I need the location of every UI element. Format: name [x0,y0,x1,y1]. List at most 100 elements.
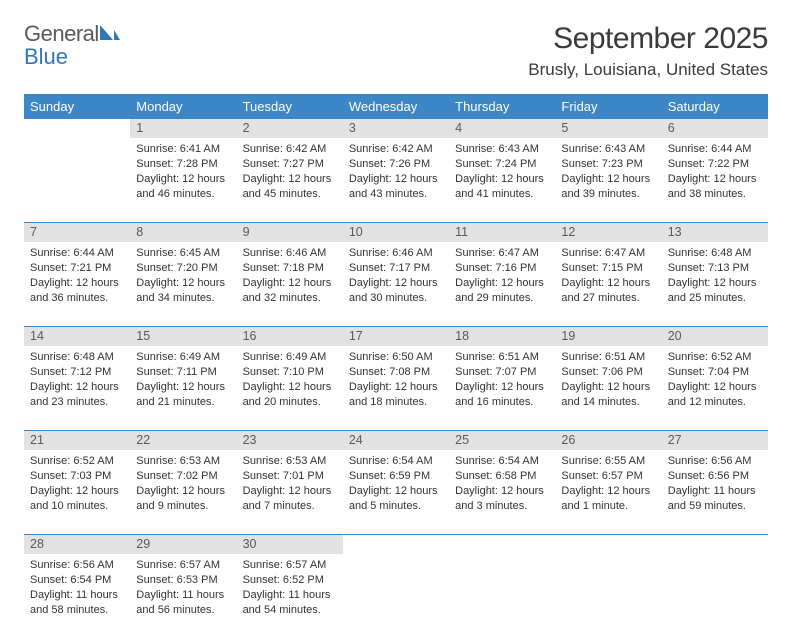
daynum-cell: 2 [237,119,343,138]
day-cell: Sunrise: 6:56 AMSunset: 6:56 PMDaylight:… [662,450,768,534]
daylight-line: Daylight: 12 hours and 30 minutes. [349,276,443,306]
sunrise-line: Sunrise: 6:42 AM [243,142,337,157]
sunset-line: Sunset: 7:18 PM [243,261,337,276]
day-cell [24,138,130,222]
daynum-row: 123456 [24,119,768,138]
sunset-line: Sunset: 6:58 PM [455,469,549,484]
daylight-line: Daylight: 11 hours and 58 minutes. [30,588,124,618]
calendar: Sunday Monday Tuesday Wednesday Thursday… [24,94,768,638]
sunrise-line: Sunrise: 6:46 AM [349,246,443,261]
day-cell: Sunrise: 6:43 AMSunset: 7:24 PMDaylight:… [449,138,555,222]
day-cell: Sunrise: 6:54 AMSunset: 6:58 PMDaylight:… [449,450,555,534]
day-cell: Sunrise: 6:53 AMSunset: 7:02 PMDaylight:… [130,450,236,534]
daylight-line: Daylight: 12 hours and 1 minute. [561,484,655,514]
daynum-cell [343,535,449,554]
daynum-cell [662,535,768,554]
daynum-cell [449,535,555,554]
sunrise-line: Sunrise: 6:57 AM [243,558,337,573]
week-row: Sunrise: 6:56 AMSunset: 6:54 PMDaylight:… [24,554,768,638]
day-cell: Sunrise: 6:46 AMSunset: 7:17 PMDaylight:… [343,242,449,326]
day-cell: Sunrise: 6:45 AMSunset: 7:20 PMDaylight:… [130,242,236,326]
daylight-line: Daylight: 12 hours and 38 minutes. [668,172,762,202]
sunrise-line: Sunrise: 6:53 AM [243,454,337,469]
sunset-line: Sunset: 7:17 PM [349,261,443,276]
daylight-line: Daylight: 12 hours and 5 minutes. [349,484,443,514]
sunset-line: Sunset: 7:24 PM [455,157,549,172]
daynum-cell: 24 [343,431,449,450]
daylight-line: Daylight: 12 hours and 23 minutes. [30,380,124,410]
sunrise-line: Sunrise: 6:48 AM [30,350,124,365]
weekday-wednesday: Wednesday [343,94,449,119]
daynum-cell: 1 [130,119,236,138]
daynum-cell: 15 [130,327,236,346]
sunrise-line: Sunrise: 6:53 AM [136,454,230,469]
daynum-cell: 12 [555,223,661,242]
daynum-cell [24,119,130,138]
sunrise-line: Sunrise: 6:49 AM [243,350,337,365]
sunrise-line: Sunrise: 6:46 AM [243,246,337,261]
location: Brusly, Louisiana, United States [528,60,768,80]
sunrise-line: Sunrise: 6:41 AM [136,142,230,157]
weeks-container: 123456Sunrise: 6:41 AMSunset: 7:28 PMDay… [24,119,768,638]
sunrise-line: Sunrise: 6:51 AM [455,350,549,365]
daynum-cell: 13 [662,223,768,242]
daylight-line: Daylight: 12 hours and 29 minutes. [455,276,549,306]
daylight-line: Daylight: 11 hours and 59 minutes. [668,484,762,514]
daynum-cell: 10 [343,223,449,242]
daylight-line: Daylight: 12 hours and 20 minutes. [243,380,337,410]
day-cell: Sunrise: 6:47 AMSunset: 7:15 PMDaylight:… [555,242,661,326]
sunset-line: Sunset: 7:23 PM [561,157,655,172]
sunrise-line: Sunrise: 6:44 AM [668,142,762,157]
daynum-cell: 19 [555,327,661,346]
sunset-line: Sunset: 7:10 PM [243,365,337,380]
day-cell: Sunrise: 6:48 AMSunset: 7:12 PMDaylight:… [24,346,130,430]
day-cell: Sunrise: 6:44 AMSunset: 7:22 PMDaylight:… [662,138,768,222]
sunrise-line: Sunrise: 6:48 AM [668,246,762,261]
day-cell: Sunrise: 6:56 AMSunset: 6:54 PMDaylight:… [24,554,130,638]
day-cell: Sunrise: 6:49 AMSunset: 7:11 PMDaylight:… [130,346,236,430]
logo: General Blue [24,22,121,68]
daylight-line: Daylight: 12 hours and 12 minutes. [668,380,762,410]
day-cell: Sunrise: 6:52 AMSunset: 7:04 PMDaylight:… [662,346,768,430]
sunset-line: Sunset: 6:56 PM [668,469,762,484]
sunrise-line: Sunrise: 6:54 AM [349,454,443,469]
daynum-cell: 21 [24,431,130,450]
sunset-line: Sunset: 6:57 PM [561,469,655,484]
logo-sail-icon [99,22,121,45]
daynum-row: 21222324252627 [24,431,768,450]
day-cell: Sunrise: 6:57 AMSunset: 6:52 PMDaylight:… [237,554,343,638]
sunrise-line: Sunrise: 6:57 AM [136,558,230,573]
daylight-line: Daylight: 12 hours and 14 minutes. [561,380,655,410]
daynum-row: 78910111213 [24,223,768,242]
sunset-line: Sunset: 7:16 PM [455,261,549,276]
day-cell [449,554,555,638]
daylight-line: Daylight: 12 hours and 3 minutes. [455,484,549,514]
sunrise-line: Sunrise: 6:50 AM [349,350,443,365]
daylight-line: Daylight: 12 hours and 27 minutes. [561,276,655,306]
sunset-line: Sunset: 7:26 PM [349,157,443,172]
sunset-line: Sunset: 7:06 PM [561,365,655,380]
sunrise-line: Sunrise: 6:51 AM [561,350,655,365]
sunset-line: Sunset: 7:21 PM [30,261,124,276]
daynum-cell: 3 [343,119,449,138]
sunset-line: Sunset: 6:53 PM [136,573,230,588]
daynum-cell: 14 [24,327,130,346]
sunrise-line: Sunrise: 6:42 AM [349,142,443,157]
daylight-line: Daylight: 12 hours and 21 minutes. [136,380,230,410]
daynum-cell: 25 [449,431,555,450]
sunrise-line: Sunrise: 6:52 AM [668,350,762,365]
daynum-cell: 17 [343,327,449,346]
sunrise-line: Sunrise: 6:56 AM [668,454,762,469]
sunset-line: Sunset: 7:02 PM [136,469,230,484]
week-row: Sunrise: 6:41 AMSunset: 7:28 PMDaylight:… [24,138,768,222]
daynum-cell: 28 [24,535,130,554]
weekday-monday: Monday [130,94,236,119]
daynum-cell: 22 [130,431,236,450]
day-cell: Sunrise: 6:54 AMSunset: 6:59 PMDaylight:… [343,450,449,534]
daynum-cell: 26 [555,431,661,450]
month-title: September 2025 [528,22,768,56]
week-row: Sunrise: 6:44 AMSunset: 7:21 PMDaylight:… [24,242,768,326]
sunset-line: Sunset: 6:54 PM [30,573,124,588]
daynum-cell: 8 [130,223,236,242]
sunrise-line: Sunrise: 6:45 AM [136,246,230,261]
